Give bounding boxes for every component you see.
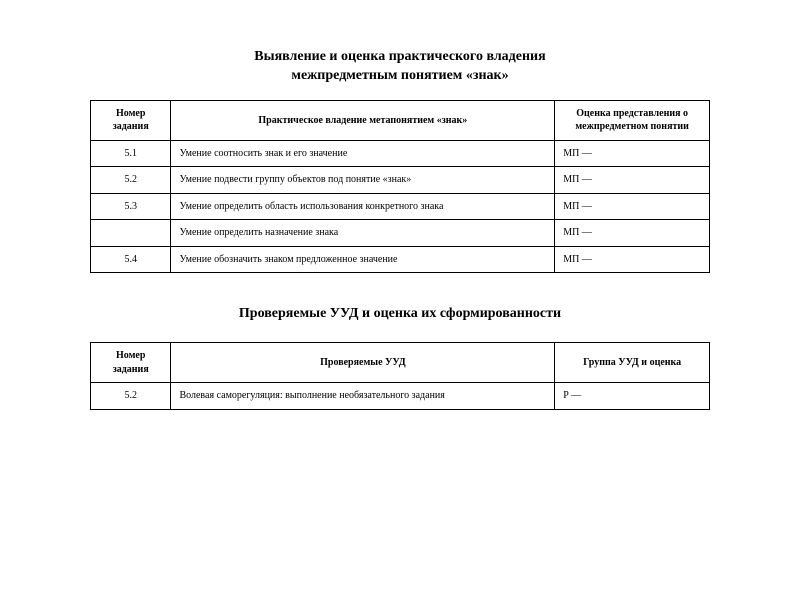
cell-number (91, 220, 171, 247)
table-row: Умение определить назначение знака МП — (91, 220, 710, 247)
table-row: 5.2 Умение подвести группу объектов под … (91, 167, 710, 194)
col-header-desc: Проверяемые УУД (171, 343, 555, 383)
col-header-score: Оценка представления о межпредметном пон… (555, 100, 710, 140)
cell-desc: Умение подвести группу объектов под поня… (171, 167, 555, 194)
cell-desc: Умение обозначить знаком предложенное зн… (171, 246, 555, 273)
cell-desc: Умение определить назначение знака (171, 220, 555, 247)
table-header-row: Номер задания Практическое владение мета… (91, 100, 710, 140)
document-page: Выявление и оценка практического владени… (0, 0, 800, 600)
cell-score: МП — (555, 246, 710, 273)
cell-number: 5.3 (91, 193, 171, 220)
table-uud: Номер задания Проверяемые УУД Группа УУД… (90, 342, 710, 410)
table-row: 5.3 Умение определить область использова… (91, 193, 710, 220)
cell-number: 5.1 (91, 140, 171, 167)
cell-number: 5.2 (91, 167, 171, 194)
cell-desc: Умение соотносить знак и его значение (171, 140, 555, 167)
section1-title-line2: межпредметным понятием «знак» (291, 68, 508, 83)
cell-score: МП — (555, 140, 710, 167)
table-header-row: Номер задания Проверяемые УУД Группа УУД… (91, 343, 710, 383)
table-row: 5.2 Волевая саморегуляция: выполнение не… (91, 383, 710, 410)
table-row: 5.4 Умение обозначить знаком предложенно… (91, 246, 710, 273)
cell-desc: Умение определить область использования … (171, 193, 555, 220)
cell-score: МП — (555, 193, 710, 220)
cell-desc: Волевая саморегуляция: выполнение необяз… (171, 383, 555, 410)
cell-number: 5.4 (91, 246, 171, 273)
cell-score: МП — (555, 167, 710, 194)
section1-title: Выявление и оценка практического владени… (90, 48, 710, 86)
col-header-number: Номер задания (91, 343, 171, 383)
section2-title: Проверяемые УУД и оценка их сформированн… (90, 305, 710, 324)
section1-title-line1: Выявление и оценка практического владени… (254, 49, 545, 64)
col-header-score: Группа УУД и оценка (555, 343, 710, 383)
cell-score: Р — (555, 383, 710, 410)
cell-score: МП — (555, 220, 710, 247)
table-practical-mastery: Номер задания Практическое владение мета… (90, 100, 710, 274)
cell-number: 5.2 (91, 383, 171, 410)
table-row: 5.1 Умение соотносить знак и его значени… (91, 140, 710, 167)
col-header-number: Номер задания (91, 100, 171, 140)
col-header-desc: Практическое владение метапонятием «знак… (171, 100, 555, 140)
